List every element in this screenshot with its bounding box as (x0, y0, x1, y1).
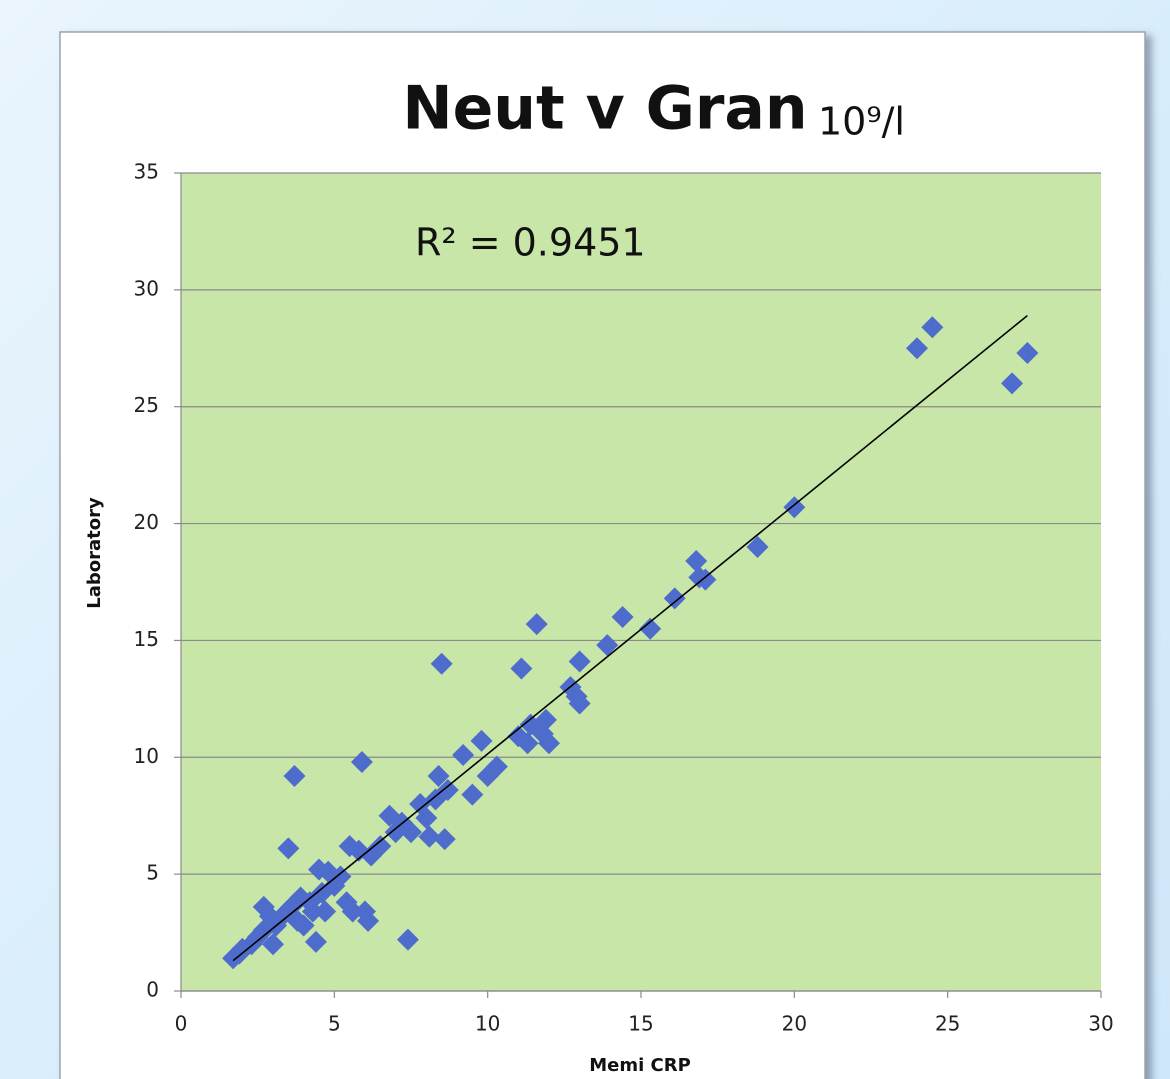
point (418, 825, 441, 848)
point (525, 613, 548, 636)
point (906, 337, 928, 360)
point (611, 606, 634, 629)
point (1001, 372, 1024, 395)
y-tick-label: 20 (134, 510, 159, 534)
x-tick-label: 5 (328, 1012, 341, 1036)
y-tick-label: 10 (134, 744, 159, 768)
point (262, 933, 284, 956)
point (436, 779, 459, 802)
point (427, 764, 450, 787)
y-tick-label: 35 (134, 160, 159, 184)
point (341, 900, 364, 923)
point (568, 650, 591, 673)
annotation: R² = 0.9451 (415, 221, 646, 265)
point (663, 587, 686, 610)
y-tick-label: 5 (146, 861, 159, 885)
x-tick-label: 15 (628, 1012, 653, 1036)
point (369, 835, 392, 858)
point (277, 837, 300, 860)
point (301, 900, 324, 923)
chart-title: Neut v Gran (402, 74, 807, 144)
point (534, 708, 557, 731)
point (596, 634, 619, 657)
point (396, 928, 419, 951)
point (783, 496, 806, 519)
y-tick-label: 0 (146, 978, 159, 1002)
point (350, 750, 373, 773)
point (461, 783, 484, 806)
point (510, 657, 533, 680)
x-tick-label: 0 (175, 1012, 188, 1036)
y-axis-label: Laboratory (84, 497, 105, 609)
point (470, 729, 493, 752)
point (568, 692, 591, 715)
x-axis-label: Memi CRP (589, 1055, 691, 1076)
point (485, 755, 508, 778)
point (292, 914, 315, 937)
point (283, 764, 306, 787)
point (430, 652, 453, 675)
point (685, 549, 708, 572)
point (357, 909, 380, 932)
x-tick-label: 20 (782, 1012, 807, 1036)
point (314, 900, 337, 923)
x-tick-label: 30 (1088, 1012, 1113, 1036)
plot-area (181, 173, 1101, 991)
point (415, 807, 438, 830)
point (452, 743, 475, 766)
y-tick-label: 15 (134, 627, 159, 651)
point (639, 617, 662, 640)
chart-unit: 10⁹/l (818, 100, 905, 144)
point (921, 316, 944, 339)
point (516, 732, 539, 755)
point (694, 568, 717, 591)
trendline (232, 314, 1028, 962)
y-tick-label: 30 (134, 276, 159, 300)
point (400, 821, 422, 844)
x-tick-label: 10 (475, 1012, 500, 1036)
point (538, 732, 560, 755)
point (304, 930, 327, 953)
point (433, 828, 456, 851)
point (329, 865, 352, 888)
x-tick-label: 25 (935, 1012, 960, 1036)
point (746, 535, 769, 558)
point (1016, 341, 1039, 364)
y-tick-label: 25 (134, 393, 159, 417)
